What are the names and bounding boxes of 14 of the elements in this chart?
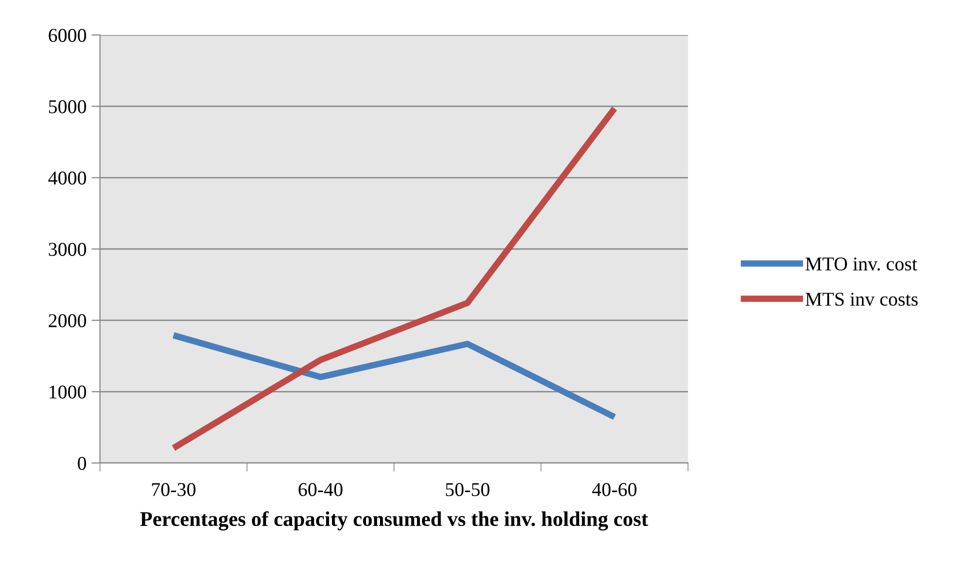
y-tick-label: 0 [78,456,86,470]
y-tick-label: 4000 [48,171,86,185]
legend-label: MTO inv. cost [806,257,918,271]
y-tick-label: 6000 [48,28,86,42]
x-tick-label: 60-40 [298,483,342,496]
y-tick-label: 5000 [49,100,86,114]
y-tick-label: 2000 [48,314,86,328]
legend-label: MTS inv costs [806,292,918,306]
x-tick-label: 40-60 [592,483,636,496]
y-tick-label: 3000 [48,242,86,256]
x-tick-label: 70-30 [152,483,196,496]
x-axis-title: Percentages of capacity consumed vs the inv. holding cost [140,511,648,530]
x-tick-label: 50-50 [446,483,490,496]
y-tick-label: 1000 [50,385,86,399]
